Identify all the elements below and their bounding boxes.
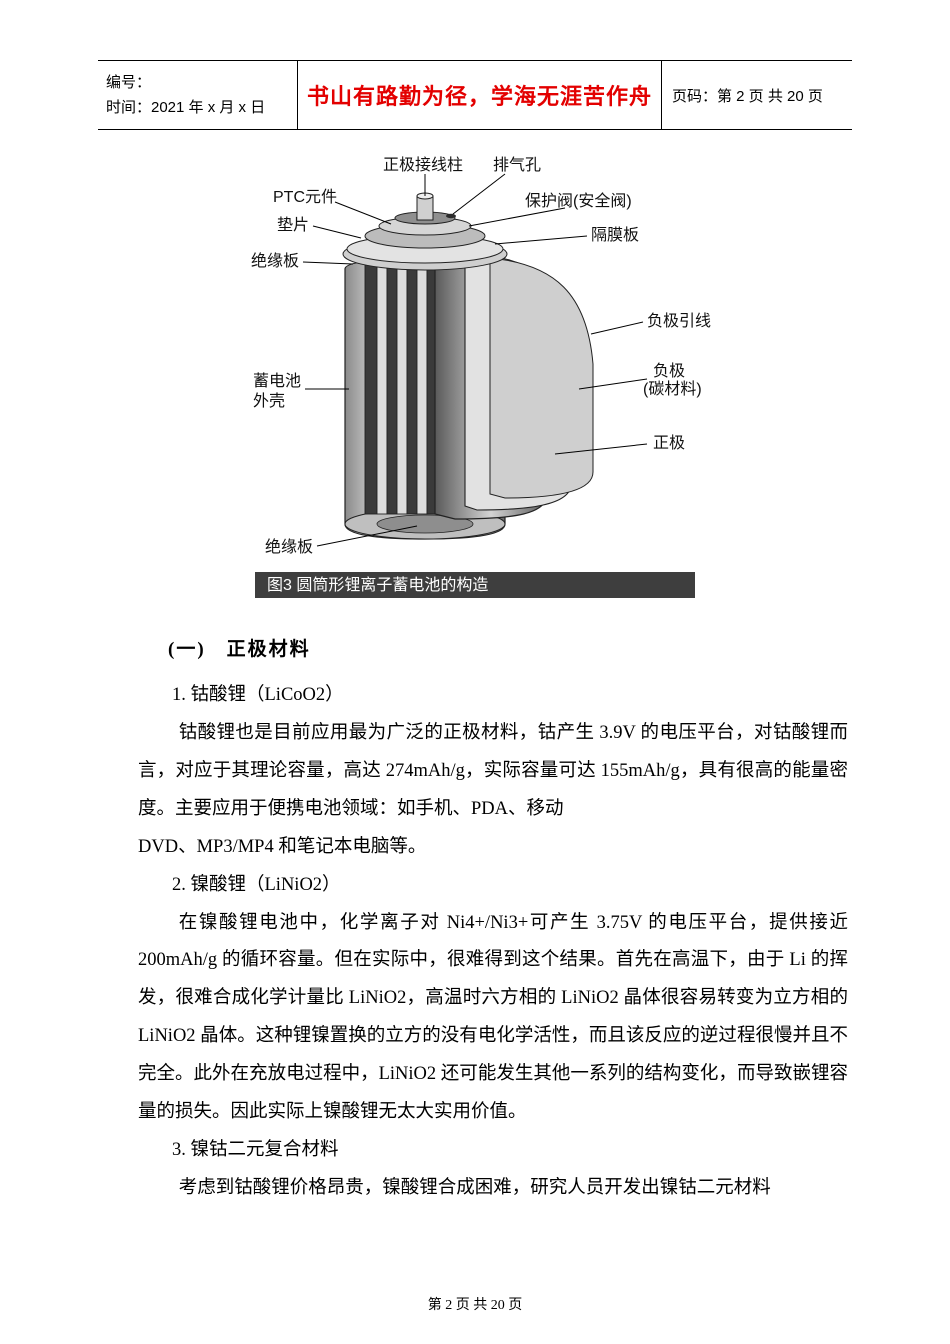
item1-p1: 钴酸锂也是目前应用最为广泛的正极材料，钴产生 3.9V 的电压平台，对钴酸锂而言…: [98, 715, 852, 829]
label-separator: 隔膜板: [591, 226, 639, 244]
serial-label: 编号：: [106, 70, 289, 96]
page-footer: 第 2 页 共 20 页: [0, 1294, 950, 1314]
item1-head: 1. 钴酸锂（LiCoO2）: [98, 677, 852, 715]
label-safety-valve: 保护阀(安全阀): [525, 192, 632, 210]
item3-head: 3. 镍钴二元复合材料: [98, 1132, 852, 1170]
page-header: 编号： 时间：2021 年 x 月 x 日 书山有路勤为径，学海无涯苦作舟 页码…: [98, 60, 852, 130]
label-pos-terminal: 正极接线柱: [383, 156, 463, 174]
battery-diagram-svg: 正极接线柱 排气孔 PTC元件 保护阀(安全阀) 垫片 隔膜板 绝缘板 负极引线…: [195, 154, 755, 604]
diagram-caption: 图3 圆筒形锂离子蓄电池的构造: [267, 576, 488, 594]
time-label: 时间：2021 年 x 月 x 日: [106, 95, 289, 121]
label-vent: 排气孔: [493, 156, 541, 174]
page-code-label: 页码：第 2 页 共 20 页: [672, 85, 842, 106]
label-neg-electrode-b: (碳材料): [643, 380, 702, 398]
label-case-a: 蓄电池: [253, 372, 301, 390]
label-gasket: 垫片: [277, 216, 309, 234]
body-content: (一) 正极材料 1. 钴酸锂（LiCoO2） 钴酸锂也是目前应用最为广泛的正极…: [98, 634, 852, 1208]
label-neg-electrode-a: 负极: [653, 362, 685, 380]
battery-diagram: 正极接线柱 排气孔 PTC元件 保护阀(安全阀) 垫片 隔膜板 绝缘板 负极引线…: [98, 154, 852, 604]
label-pos-electrode: 正极: [653, 434, 685, 452]
header-right: 页码：第 2 页 共 20 页: [662, 61, 852, 129]
header-left: 编号： 时间：2021 年 x 月 x 日: [98, 61, 298, 129]
header-mid: 书山有路勤为径，学海无涯苦作舟: [298, 61, 662, 129]
label-neg-lead: 负极引线: [647, 312, 711, 330]
label-ptc: PTC元件: [273, 188, 337, 206]
section-title: (一) 正极材料: [168, 634, 852, 661]
label-case-b: 外壳: [253, 392, 285, 410]
motto-text: 书山有路勤为径，学海无涯苦作舟: [298, 79, 661, 111]
item3-p: 考虑到钴酸锂价格昂贵，镍酸锂合成困难，研究人员开发出镍钴二元材料: [98, 1170, 852, 1208]
label-insulator-bot: 绝缘板: [265, 538, 313, 556]
item2-p: 在镍酸锂电池中，化学离子对 Ni4+/Ni3+可产生 3.75V 的电压平台，提…: [98, 905, 852, 1133]
item2-head: 2. 镍酸锂（LiNiO2）: [98, 867, 852, 905]
item1-p2: DVD、MP3/MP4 和笔记本电脑等。: [98, 829, 852, 867]
label-insulator-top: 绝缘板: [251, 252, 299, 270]
